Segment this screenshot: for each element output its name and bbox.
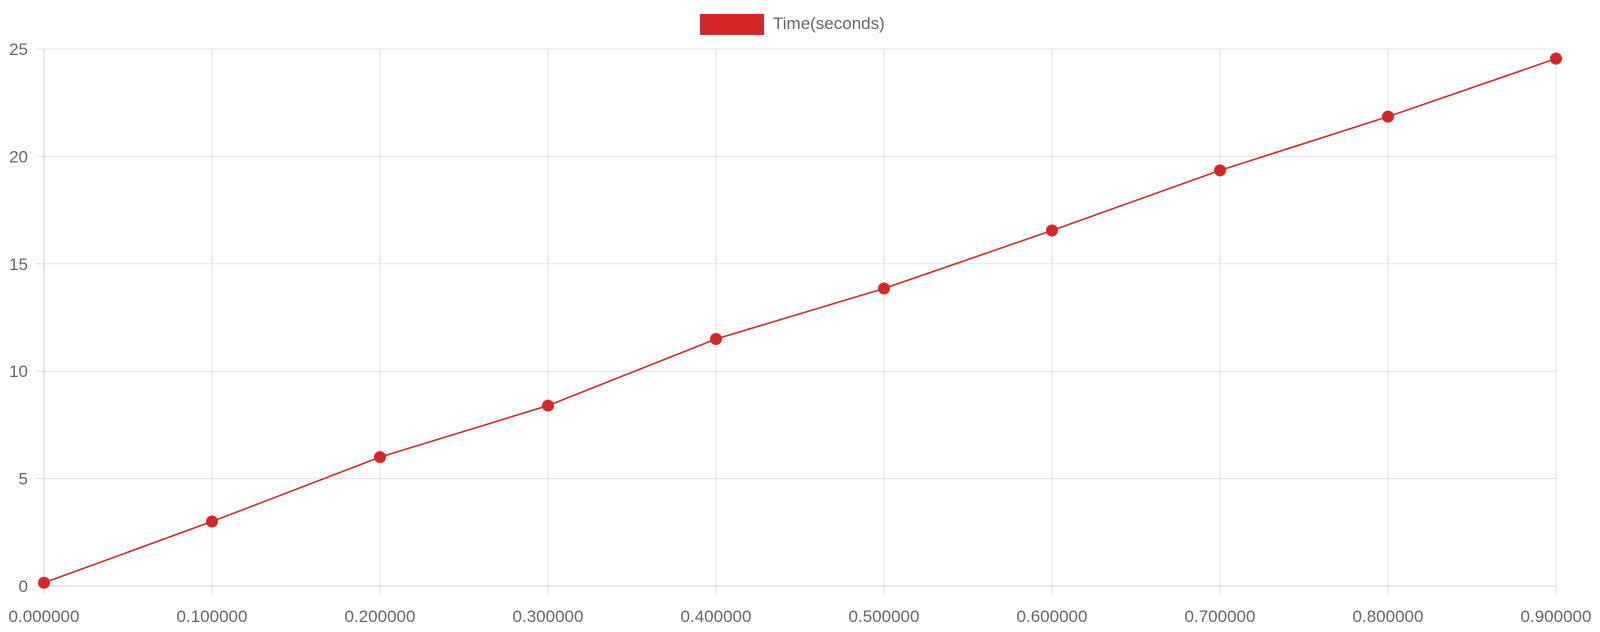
x-tick-label: 0.400000 [681, 607, 752, 626]
y-tick-label: 0 [19, 577, 28, 596]
x-tick-label: 0.200000 [345, 607, 416, 626]
y-tick-label: 15 [9, 255, 28, 274]
data-point [878, 282, 890, 295]
data-point [542, 399, 554, 412]
x-tick-label: 0.800000 [1353, 607, 1424, 626]
x-tick-label: 0.600000 [1017, 607, 1088, 626]
x-tick-label: 0.900000 [1521, 607, 1592, 626]
legend[interactable]: Time(seconds) [700, 13, 885, 35]
y-tick-label: 20 [9, 147, 28, 166]
data-point [710, 332, 722, 345]
data-point [1550, 52, 1562, 65]
x-tick-label: 0.300000 [513, 607, 584, 626]
y-tick-label: 25 [9, 40, 28, 59]
x-tick-label: 0.100000 [177, 607, 248, 626]
x-tick-label: 0.500000 [849, 607, 920, 626]
x-tick-label: 0.700000 [1185, 607, 1256, 626]
legend-swatch [700, 13, 764, 35]
series-line [43, 57, 1557, 584]
legend-label: Time(seconds) [773, 14, 885, 33]
data-point [1382, 110, 1394, 123]
y-tick-label: 5 [19, 470, 28, 489]
data-point [1046, 224, 1058, 237]
x-tick-label: 0.000000 [9, 607, 80, 626]
data-point [38, 576, 50, 589]
data-point [1214, 164, 1226, 177]
y-tick-label: 10 [9, 362, 28, 381]
data-point [206, 515, 218, 528]
data-point [374, 451, 386, 464]
